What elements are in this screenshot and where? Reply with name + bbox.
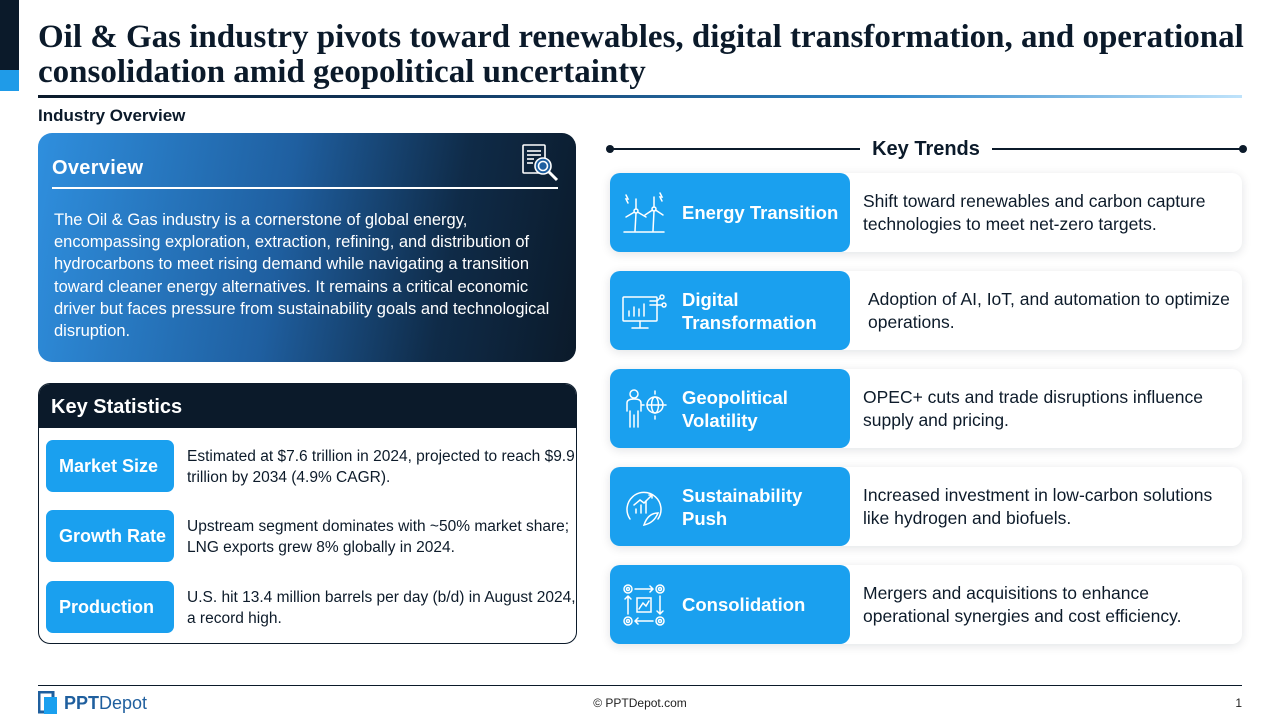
document-search-icon xyxy=(522,144,559,182)
stat-row-market-size: Market Size Estimated at $7.6 trillion i… xyxy=(46,440,575,492)
logo-text-light: Depot xyxy=(99,692,148,713)
trend-label: Energy Transition xyxy=(682,202,839,223)
trends-line-dot-right xyxy=(1239,145,1247,153)
wind-turbine-icon xyxy=(623,192,665,233)
stat-description: U.S. hit 13.4 million barrels per day (b… xyxy=(187,589,576,627)
trend-row-energy-transition: Energy Transition Shift toward renewable… xyxy=(610,173,1242,252)
overview-text: The Oil & Gas industry is a cornerstone … xyxy=(54,211,550,341)
trend-label: Consolidation xyxy=(682,594,806,615)
key-trends-heading: Key Trends xyxy=(860,138,992,161)
trend-description: Adoption of AI, IoT, and automation to o… xyxy=(868,288,1230,332)
overview-card: Overview The Oil & Gas industry is a cor… xyxy=(38,133,576,362)
stat-label: Production xyxy=(46,581,174,633)
stat-label: Market Size xyxy=(46,440,174,492)
overview-divider xyxy=(52,187,558,189)
trend-description: Shift toward renewables and carbon captu… xyxy=(863,190,1206,234)
trend-label: Digital Transformation xyxy=(682,288,817,333)
page-number: 1 xyxy=(1235,696,1242,710)
trend-pill: Consolidation xyxy=(610,565,850,644)
trend-pill: Energy Transition xyxy=(610,173,850,252)
trend-pill: Sustainability Push xyxy=(610,467,850,546)
key-statistics-card: Key Statistics Market Size Estimated at … xyxy=(38,383,577,644)
key-statistics-heading: Key Statistics xyxy=(39,384,576,428)
digital-monitor-icon xyxy=(622,294,667,329)
slide-title: Oil & Gas industry pivots toward renewab… xyxy=(38,19,1244,90)
person-globe-icon xyxy=(626,389,667,428)
corner-accent-blue xyxy=(0,70,19,91)
logo-text-bold: PPT xyxy=(64,692,100,713)
trend-pill: Geopolitical Volatility xyxy=(610,369,850,448)
growth-leaf-icon xyxy=(626,491,662,526)
trend-description: Increased investment in low-carbon solut… xyxy=(863,484,1213,528)
trend-description: OPEC+ cuts and trade disruptions influen… xyxy=(863,386,1203,430)
trend-row-sustainability-push: Sustainability Push Increased investment… xyxy=(610,467,1242,546)
pptdepot-logo-icon xyxy=(38,691,57,714)
section-label: Industry Overview xyxy=(38,106,186,125)
trend-description: Mergers and acquisitions to enhance oper… xyxy=(863,582,1182,626)
trend-label: Sustainability Push xyxy=(682,484,803,529)
trend-pill: Digital Transformation xyxy=(610,271,850,350)
footer-copyright: © PPTDepot.com xyxy=(593,696,687,710)
stat-description: Upstream segment dominates with ~50% mar… xyxy=(187,518,570,556)
pptdepot-logo[interactable]: PPT Depot xyxy=(38,690,147,716)
stat-row-growth-rate: Growth Rate Upstream segment dominates w… xyxy=(46,510,571,562)
trend-row-geopolitical-volatility: Geopolitical Volatility OPEC+ cuts and t… xyxy=(610,369,1242,448)
title-divider xyxy=(38,95,1242,98)
stat-description: Estimated at $7.6 trillion in 2024, proj… xyxy=(187,448,575,486)
trend-row-consolidation: Consolidation Mergers and acquisitions t… xyxy=(610,565,1242,644)
trend-label: Geopolitical Volatility xyxy=(682,386,788,431)
stat-label: Growth Rate xyxy=(46,510,174,562)
footer-divider xyxy=(38,685,1242,686)
gears-process-icon xyxy=(623,584,665,626)
stat-row-production: Production U.S. hit 13.4 million barrels… xyxy=(46,581,576,633)
overview-heading: Overview xyxy=(52,157,144,179)
trend-row-digital-transformation: Digital Transformation Adoption of AI, I… xyxy=(610,271,1242,350)
corner-accent-dark xyxy=(0,0,19,70)
